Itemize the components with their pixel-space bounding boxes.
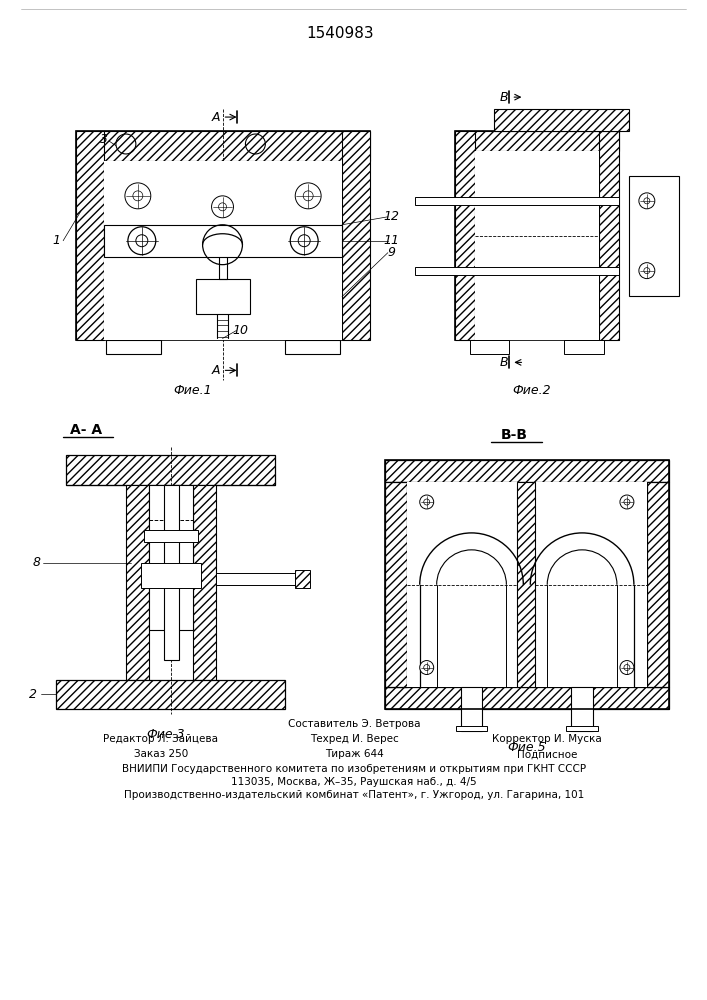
Bar <box>455 131 474 340</box>
Bar <box>455 726 487 731</box>
Bar <box>66 455 275 485</box>
Bar <box>460 687 482 731</box>
Text: A: A <box>211 111 220 124</box>
Bar <box>494 109 629 131</box>
Text: Фие.1: Фие.1 <box>173 384 212 397</box>
Bar <box>469 340 509 354</box>
Bar <box>415 267 619 275</box>
Bar <box>76 131 370 161</box>
Bar <box>285 340 340 354</box>
Circle shape <box>133 191 143 201</box>
Bar <box>566 726 598 731</box>
Circle shape <box>245 134 265 154</box>
Text: Фие.3: Фие.3 <box>146 728 185 741</box>
Bar <box>385 460 669 709</box>
Bar <box>629 176 679 296</box>
Circle shape <box>298 235 310 247</box>
Circle shape <box>218 203 226 211</box>
Text: ВНИИПИ Государственного комитета по изобретениям и открытиям при ГКНТ СССР: ВНИИПИ Государственного комитета по изоб… <box>122 764 586 774</box>
Circle shape <box>620 661 634 675</box>
Circle shape <box>639 263 655 279</box>
Bar <box>415 197 619 205</box>
Bar <box>203 230 243 245</box>
Text: A- A: A- A <box>70 423 102 437</box>
Bar <box>407 482 647 687</box>
Circle shape <box>423 499 430 505</box>
Bar <box>571 687 593 731</box>
Bar <box>385 482 407 687</box>
Text: 12: 12 <box>384 210 400 223</box>
Bar <box>56 680 285 709</box>
Bar <box>148 485 192 630</box>
Bar <box>420 533 523 595</box>
Text: 9: 9 <box>388 246 396 259</box>
Circle shape <box>128 227 156 255</box>
Text: Редактор Л. Зайцева: Редактор Л. Зайцева <box>103 734 218 744</box>
Circle shape <box>136 235 148 247</box>
Text: Составитель Э. Ветрова: Составитель Э. Ветрова <box>288 719 420 729</box>
Circle shape <box>116 134 136 154</box>
Text: Заказ 250: Заказ 250 <box>134 749 188 759</box>
Text: Корректор И. Муска: Корректор И. Муска <box>492 734 602 744</box>
Bar <box>196 279 250 314</box>
Bar <box>76 131 104 340</box>
Bar <box>647 482 669 687</box>
Text: B-B: B-B <box>501 428 528 442</box>
Text: 1: 1 <box>52 234 60 247</box>
Bar <box>104 225 342 257</box>
Bar <box>164 485 179 660</box>
Text: 113035, Москва, Ж–35, Раушская наб., д. 4/5: 113035, Москва, Ж–35, Раушская наб., д. … <box>231 777 477 787</box>
Text: A: A <box>211 364 220 377</box>
Text: 8: 8 <box>33 556 40 569</box>
Circle shape <box>644 268 650 274</box>
Bar <box>106 340 160 354</box>
Text: 10: 10 <box>233 324 248 337</box>
Bar <box>385 460 669 482</box>
Bar <box>141 563 201 588</box>
Text: B: B <box>500 356 509 369</box>
Text: Подписное: Подписное <box>517 749 578 759</box>
Bar <box>144 530 198 542</box>
Text: B: B <box>500 91 509 104</box>
Circle shape <box>303 191 313 201</box>
Bar <box>518 482 535 687</box>
Circle shape <box>420 495 433 509</box>
Text: 3: 3 <box>100 133 108 146</box>
Bar <box>104 161 342 340</box>
Bar <box>192 485 216 680</box>
Text: Фие.2: Фие.2 <box>512 384 551 397</box>
Bar <box>342 131 370 340</box>
Bar <box>474 151 599 340</box>
Circle shape <box>644 198 650 204</box>
Bar <box>216 573 296 585</box>
Circle shape <box>296 183 321 209</box>
Bar <box>599 131 619 340</box>
Bar <box>76 131 370 340</box>
Circle shape <box>420 661 433 675</box>
Text: 11: 11 <box>384 234 400 247</box>
Bar <box>126 485 148 680</box>
Text: 1540983: 1540983 <box>306 26 374 41</box>
Text: Производственно-издательский комбинат «Патент», г. Ужгород, ул. Гагарина, 101: Производственно-издательский комбинат «П… <box>124 790 584 800</box>
Circle shape <box>423 665 430 671</box>
Text: 2: 2 <box>29 688 37 701</box>
Circle shape <box>620 495 634 509</box>
Text: Тираж 644: Тираж 644 <box>325 749 383 759</box>
Circle shape <box>624 499 630 505</box>
Bar <box>530 533 634 595</box>
Text: Фие.5: Фие.5 <box>507 741 546 754</box>
Circle shape <box>125 183 151 209</box>
Bar <box>385 687 669 709</box>
Circle shape <box>211 196 233 218</box>
Bar <box>296 570 310 588</box>
Bar <box>455 131 619 151</box>
Circle shape <box>624 665 630 671</box>
Text: Техред И. Верес: Техред И. Верес <box>310 734 398 744</box>
Circle shape <box>291 227 318 255</box>
Bar <box>564 340 604 354</box>
Circle shape <box>639 193 655 209</box>
Bar <box>455 131 619 340</box>
